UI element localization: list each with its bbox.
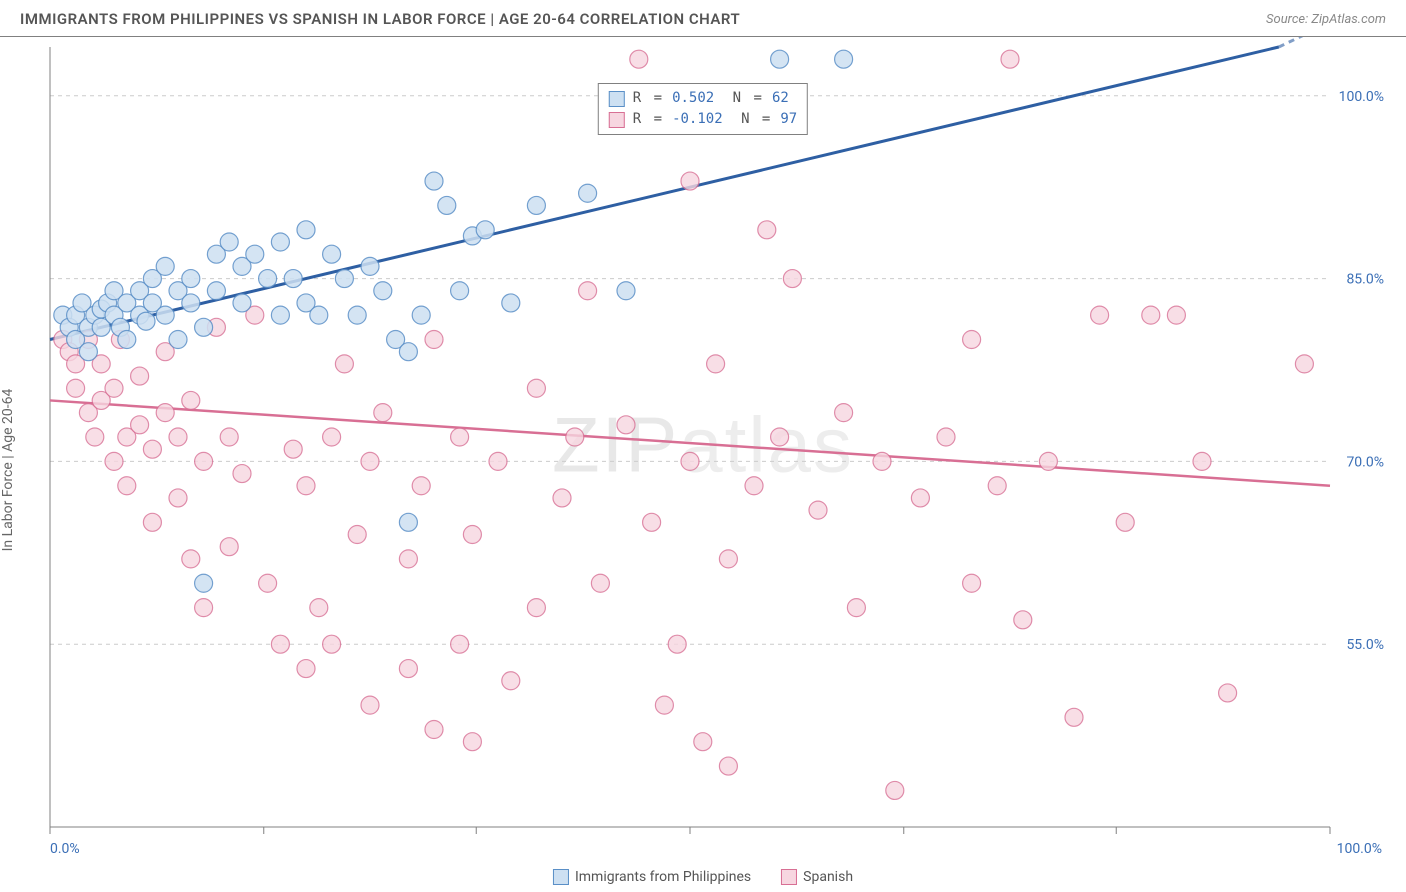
n-label: N = [731,109,773,130]
source-attribution: Source: ZipAtlas.com [1266,12,1386,27]
legend-label-0: Immigrants from Philippines [575,869,751,885]
n-value-1: 97 [780,109,797,130]
n-label: N = [722,88,764,109]
stats-legend: R = 0.502 N = 62 R = -0.102 N = 97 [598,83,808,135]
legend-item-0: Immigrants from Philippines [553,869,751,885]
scatter-chart: 55.0% 70.0% 85.0% 100.0% 0.0% 100.0% [0,37,1406,887]
n-value-0: 62 [772,88,789,109]
chart-header: IMMIGRANTS FROM PHILIPPINES VS SPANISH I… [0,0,1406,37]
svg-text:85.0%: 85.0% [1346,272,1384,288]
legend-label-1: Spanish [803,869,853,885]
r-value-0: 0.502 [672,88,714,109]
stats-row-series-1: R = -0.102 N = 97 [609,109,797,130]
legend-swatch-1 [609,112,625,128]
r-label: R = [633,109,664,130]
svg-text:100.0%: 100.0% [1339,89,1384,105]
svg-text:0.0%: 0.0% [50,841,80,857]
r-label: R = [633,88,664,109]
bottom-legend: Immigrants from Philippines Spanish [553,869,853,885]
legend-item-1: Spanish [781,869,853,885]
legend-swatch-bottom-0 [553,869,569,885]
svg-text:100.0%: 100.0% [1337,841,1382,857]
r-value-1: -0.102 [672,109,723,130]
legend-swatch-0 [609,91,625,107]
legend-swatch-bottom-1 [781,869,797,885]
svg-text:55.0%: 55.0% [1346,637,1384,653]
chart-title: IMMIGRANTS FROM PHILIPPINES VS SPANISH I… [20,10,740,28]
chart-container: ZIPatlas In Labor Force | Age 20-64 55.0… [0,37,1406,887]
svg-text:70.0%: 70.0% [1346,454,1384,470]
stats-row-series-0: R = 0.502 N = 62 [609,88,797,109]
